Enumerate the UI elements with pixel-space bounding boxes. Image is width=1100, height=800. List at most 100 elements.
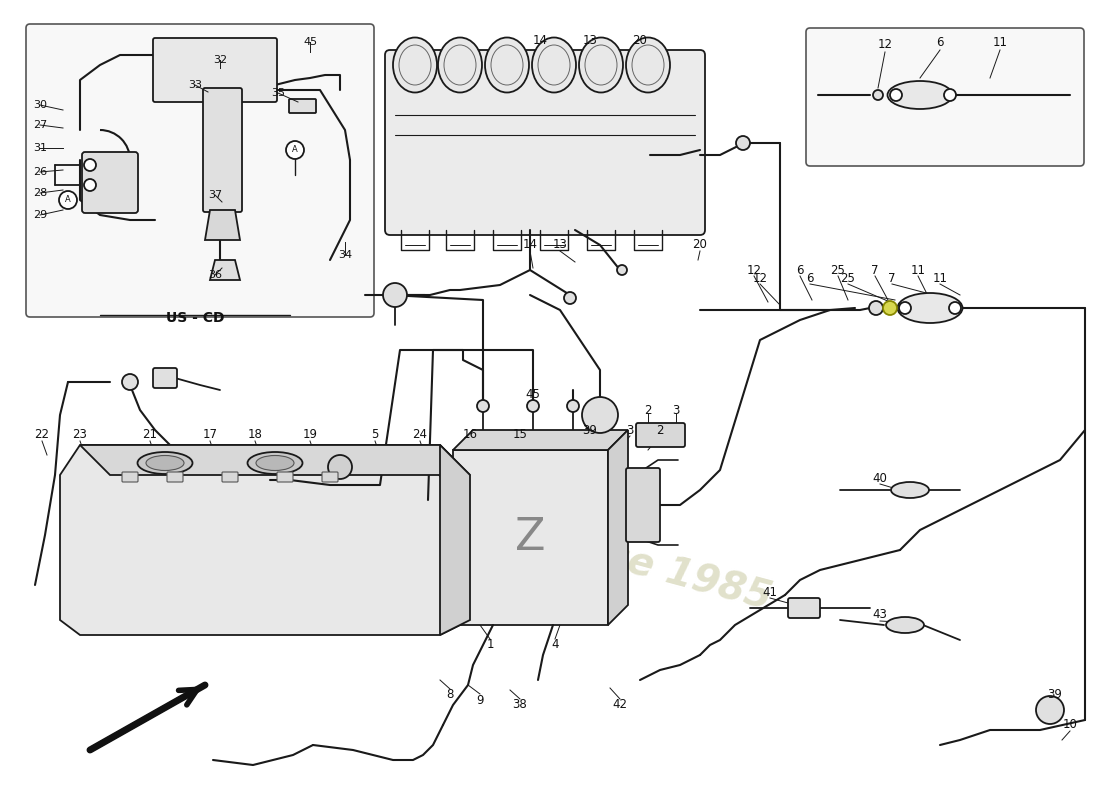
Polygon shape <box>60 445 470 635</box>
Text: 39: 39 <box>1047 689 1063 702</box>
Text: 11: 11 <box>911 263 925 277</box>
FancyBboxPatch shape <box>277 472 293 482</box>
Text: 26: 26 <box>33 167 47 177</box>
Ellipse shape <box>888 81 953 109</box>
Text: 16: 16 <box>462 429 477 442</box>
Text: 35: 35 <box>271 88 285 98</box>
Ellipse shape <box>579 38 623 93</box>
Text: 14: 14 <box>532 34 548 46</box>
FancyBboxPatch shape <box>222 472 238 482</box>
Circle shape <box>890 89 902 101</box>
Text: 45: 45 <box>526 389 540 402</box>
Text: 45: 45 <box>302 37 317 47</box>
Circle shape <box>944 89 956 101</box>
Text: 21: 21 <box>143 429 157 442</box>
FancyBboxPatch shape <box>289 99 316 113</box>
Text: 43: 43 <box>872 609 888 622</box>
Text: 1: 1 <box>486 638 494 651</box>
FancyBboxPatch shape <box>122 472 138 482</box>
Text: 7: 7 <box>871 263 879 277</box>
Ellipse shape <box>438 38 482 93</box>
Text: 25: 25 <box>830 263 846 277</box>
Text: 18: 18 <box>248 429 263 442</box>
Text: a passion since 1985: a passion since 1985 <box>324 462 776 618</box>
Text: 36: 36 <box>208 270 222 280</box>
Text: 33: 33 <box>188 80 202 90</box>
Text: 17: 17 <box>202 429 218 442</box>
FancyBboxPatch shape <box>82 152 138 213</box>
Text: 24: 24 <box>412 429 428 442</box>
FancyBboxPatch shape <box>788 598 820 618</box>
Text: 20: 20 <box>693 238 707 251</box>
Polygon shape <box>453 450 608 625</box>
Text: 37: 37 <box>208 190 222 200</box>
Ellipse shape <box>485 38 529 93</box>
Text: 30: 30 <box>33 100 47 110</box>
FancyBboxPatch shape <box>26 24 374 317</box>
Text: 20: 20 <box>632 34 648 46</box>
Circle shape <box>883 301 896 315</box>
Circle shape <box>873 90 883 100</box>
Text: 22: 22 <box>34 429 50 442</box>
Text: 27: 27 <box>33 120 47 130</box>
Text: 6: 6 <box>806 271 814 285</box>
Polygon shape <box>453 430 628 450</box>
Text: 23: 23 <box>73 429 87 442</box>
Circle shape <box>477 400 490 412</box>
Text: 9: 9 <box>476 694 484 706</box>
Circle shape <box>59 191 77 209</box>
Circle shape <box>286 141 304 159</box>
FancyBboxPatch shape <box>636 423 685 447</box>
Ellipse shape <box>146 455 184 470</box>
Text: 14: 14 <box>522 238 538 251</box>
FancyBboxPatch shape <box>153 38 277 102</box>
Circle shape <box>564 292 576 304</box>
FancyBboxPatch shape <box>167 472 183 482</box>
Circle shape <box>1036 696 1064 724</box>
Text: 19: 19 <box>302 429 318 442</box>
Text: 25: 25 <box>840 271 856 285</box>
Polygon shape <box>205 210 240 240</box>
Text: 10: 10 <box>1063 718 1077 731</box>
FancyBboxPatch shape <box>626 468 660 542</box>
Circle shape <box>84 179 96 191</box>
Ellipse shape <box>256 455 294 470</box>
Text: 39: 39 <box>583 423 597 437</box>
Ellipse shape <box>393 38 437 93</box>
Text: 13: 13 <box>552 238 568 251</box>
Text: 11: 11 <box>933 271 947 285</box>
Polygon shape <box>80 445 470 475</box>
Ellipse shape <box>891 482 930 498</box>
Circle shape <box>899 302 911 314</box>
Ellipse shape <box>248 452 302 474</box>
Circle shape <box>328 455 352 479</box>
Circle shape <box>869 301 883 315</box>
Ellipse shape <box>532 38 576 93</box>
Text: 41: 41 <box>762 586 778 598</box>
Text: 4: 4 <box>551 638 559 651</box>
Circle shape <box>527 400 539 412</box>
Polygon shape <box>440 445 470 635</box>
FancyBboxPatch shape <box>153 368 177 388</box>
Text: 8: 8 <box>447 689 453 702</box>
Text: 34: 34 <box>338 250 352 260</box>
Text: 5: 5 <box>372 429 378 442</box>
Text: 31: 31 <box>33 143 47 153</box>
Text: 29: 29 <box>33 210 47 220</box>
Ellipse shape <box>138 452 192 474</box>
Circle shape <box>566 400 579 412</box>
Text: 12: 12 <box>747 263 761 277</box>
Text: 2: 2 <box>645 403 651 417</box>
Text: 12: 12 <box>752 271 768 285</box>
Text: 15: 15 <box>513 429 527 442</box>
Circle shape <box>736 136 750 150</box>
Text: 11: 11 <box>992 35 1008 49</box>
Text: 32: 32 <box>213 55 227 65</box>
Polygon shape <box>608 430 628 625</box>
Text: 7: 7 <box>889 271 895 285</box>
Circle shape <box>383 283 407 307</box>
Circle shape <box>949 302 961 314</box>
FancyBboxPatch shape <box>806 28 1084 166</box>
Text: 12: 12 <box>878 38 892 51</box>
Text: 42: 42 <box>613 698 627 711</box>
